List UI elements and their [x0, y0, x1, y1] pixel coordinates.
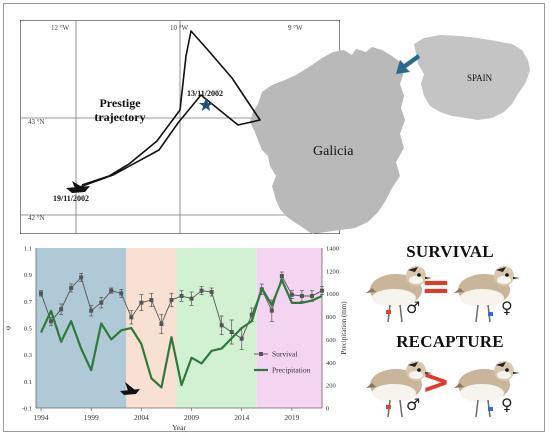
- female-symbol-survival: ♀: [501, 298, 513, 317]
- precipitation-series: [40, 278, 323, 389]
- y-axis-right-label: Precipitation (mm): [340, 301, 348, 355]
- prestige-trajectory-line: [76, 30, 261, 189]
- survival-point: [289, 292, 294, 297]
- y-right-tick-label: 0: [326, 406, 329, 413]
- survival-point: [309, 294, 314, 298]
- shipwreck-marker-icon: [120, 382, 140, 395]
- survival-point: [119, 291, 124, 296]
- y-right-tick-label: 1200: [326, 268, 339, 275]
- x-tick-label: 2014: [234, 413, 249, 422]
- period-band-2: [176, 248, 257, 408]
- survival-point: [59, 307, 64, 312]
- female-symbol-recapture: ♀: [501, 395, 513, 414]
- galicia-label: Galicia: [313, 144, 354, 159]
- star-icon: [199, 98, 213, 111]
- lat-label-42: 42 °N: [28, 214, 45, 222]
- survival-point: [99, 300, 104, 305]
- legend-survival-label: Survival: [272, 350, 297, 359]
- y-left-tick-label: 0.3: [24, 352, 32, 359]
- trajectory-label: Prestige trajectory: [94, 96, 146, 124]
- survival-point: [320, 288, 324, 293]
- date-start-label: 13/11/2002: [187, 89, 223, 98]
- x-axis-label: Year: [172, 423, 186, 432]
- survival-point: [219, 323, 224, 328]
- y-left-tick-label: 0.9: [24, 272, 32, 279]
- recapture-relation: >: [422, 362, 451, 402]
- x-tick-label: 1999: [84, 413, 99, 422]
- survival-point: [49, 319, 54, 324]
- chart-axes: 1.1 0.9 0.7 0.5 0.3 0.1 -0.1 0 200 400 600 800 1000 1…: [3, 246, 348, 433]
- male-bird-survival: [365, 265, 433, 323]
- x-tick-label: 2009: [184, 413, 199, 422]
- survival-point: [179, 294, 184, 298]
- survival-relation: =: [421, 266, 451, 307]
- survival-point: [239, 336, 244, 341]
- lon-label-12: 12 °W: [51, 24, 70, 32]
- precipitation-line: [40, 278, 323, 389]
- location-arrow: [396, 54, 420, 74]
- figure-border: [3, 3, 545, 432]
- y-right-tick-label: 1000: [326, 291, 339, 298]
- male-symbol-recapture: ♂: [406, 395, 420, 414]
- male-bird-recapture: [365, 360, 433, 418]
- y-left-tick-label: 0.1: [24, 379, 32, 386]
- y-left-tick-label: 0.7: [24, 299, 33, 306]
- spain-shape: [414, 35, 530, 120]
- survival-point: [149, 298, 154, 302]
- lon-label-9: 9 °W: [288, 24, 303, 32]
- legend-precipitation-label: Precipitation: [272, 366, 311, 375]
- y-axis-left-label: φ: [3, 325, 12, 330]
- female-bird-recapture: [453, 360, 521, 418]
- period-band-1: [126, 248, 177, 408]
- period-bands: [36, 248, 322, 408]
- galicia-shape: [250, 47, 405, 234]
- lat-label-43: 43 °N: [28, 118, 45, 126]
- period-band-3: [256, 248, 322, 408]
- recapture-title: RECAPTURE: [396, 332, 504, 351]
- survival-point: [299, 294, 304, 298]
- survival-point: [39, 291, 44, 296]
- survival-point: [269, 308, 274, 313]
- spain-label: SPAIN: [467, 73, 493, 83]
- x-tick-label: 2019: [284, 413, 299, 422]
- survival-point: [79, 275, 84, 280]
- survival-point: [199, 288, 204, 293]
- date-end-label: 19/11/2002: [53, 194, 89, 203]
- survival-title: SURVIVAL: [406, 242, 494, 261]
- survival-point: [129, 315, 134, 320]
- birds-panel: = ♂ ♀ > ♂ ♀: [365, 265, 521, 418]
- male-symbol-survival: ♂: [406, 298, 420, 317]
- y-right-tick-label: 800: [326, 314, 336, 321]
- survival-point: [89, 308, 94, 313]
- y-left-tick-label: 0.5: [24, 326, 32, 333]
- y-right-tick-label: 600: [326, 337, 336, 344]
- survival-point: [229, 330, 234, 334]
- survival-point: [139, 300, 144, 305]
- lon-label-10: 10 °W: [170, 24, 189, 32]
- y-right-tick-label: 1400: [326, 246, 339, 253]
- chart-legend: Survival Precipitation: [254, 350, 311, 375]
- survival-point: [159, 322, 164, 326]
- x-tick-label: 1994: [34, 413, 49, 422]
- survival-point: [69, 286, 74, 290]
- x-tick-label: 2004: [134, 413, 149, 422]
- survival-point: [249, 312, 254, 317]
- shipwreck-icon: [66, 181, 90, 193]
- y-right-tick-label: 200: [326, 383, 336, 390]
- survival-point: [209, 290, 214, 294]
- survival-point: [279, 274, 284, 278]
- period-band-0: [36, 248, 127, 408]
- survival-point: [109, 288, 114, 293]
- chart-svg: 1.1 0.9 0.7 0.5 0.3 0.1 -0.1 0 200 400 600 800 1000 1…: [3, 246, 348, 433]
- y-left-tick-label: -0.1: [22, 406, 32, 413]
- y-right-tick-label: 400: [326, 360, 336, 367]
- female-bird-survival: [453, 265, 521, 323]
- y-left-tick-label: 1.1: [24, 246, 32, 253]
- legend-survival-marker: [259, 352, 263, 356]
- survival-point: [189, 296, 194, 301]
- survival-point: [169, 298, 174, 302]
